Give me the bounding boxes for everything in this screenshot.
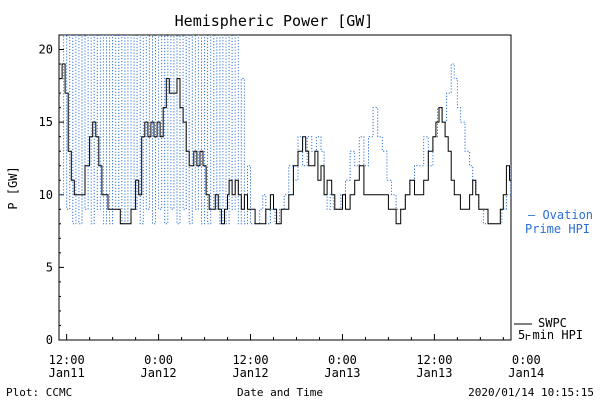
legend-ovation-line1: — Ovation [528, 208, 593, 222]
x-axis: 12:00Jan110:00Jan1212:00Jan120:00Jan1312… [49, 334, 544, 380]
x-tick-time: 12:00 [416, 353, 452, 367]
chart-title: Hemispheric Power [GW] [175, 12, 374, 30]
series-layer [59, 35, 511, 225]
y-tick-label: 15 [39, 115, 53, 129]
plot-frame [58, 34, 512, 341]
x-tick-date: Jan11 [49, 366, 85, 380]
x-tick-date: Jan12 [232, 366, 268, 380]
x-tick-time: 12:00 [232, 353, 268, 367]
y-tick-label: 20 [39, 43, 53, 57]
x-tick-time: 0:00 [512, 353, 541, 367]
footer-credit: Plot: CCMC [6, 386, 72, 399]
y-axis: 0 5 10 15 20 [39, 34, 64, 347]
x-tick-date: Jan12 [141, 366, 177, 380]
y-tick-label: 5 [46, 260, 53, 274]
x-tick-date: Jan13 [416, 366, 452, 380]
legend-swpc-line1: SWPC [538, 316, 567, 330]
x-tick-time: 0:00 [144, 353, 173, 367]
x-tick-time: 0:00 [328, 353, 357, 367]
y-tick-label: 0 [46, 333, 53, 347]
x-tick-date: Jan14 [508, 366, 544, 380]
x-axis-label: Date and Time [237, 386, 323, 399]
legend-ovation-line2: Prime HPI [525, 222, 590, 236]
y-tick-label: 10 [39, 188, 53, 202]
series-line-swpc-5-min-hpi [59, 63, 511, 225]
series-line-ovation-prime-hpi [59, 35, 511, 225]
legend-swpc-line2: 5-min HPI [518, 328, 583, 342]
y-axis-label: P [GW] [6, 166, 20, 209]
x-tick-time: 12:00 [49, 353, 85, 367]
footer-timestamp: 2020/01/14 10:15:15 [468, 386, 594, 399]
x-tick-date: Jan13 [324, 366, 360, 380]
